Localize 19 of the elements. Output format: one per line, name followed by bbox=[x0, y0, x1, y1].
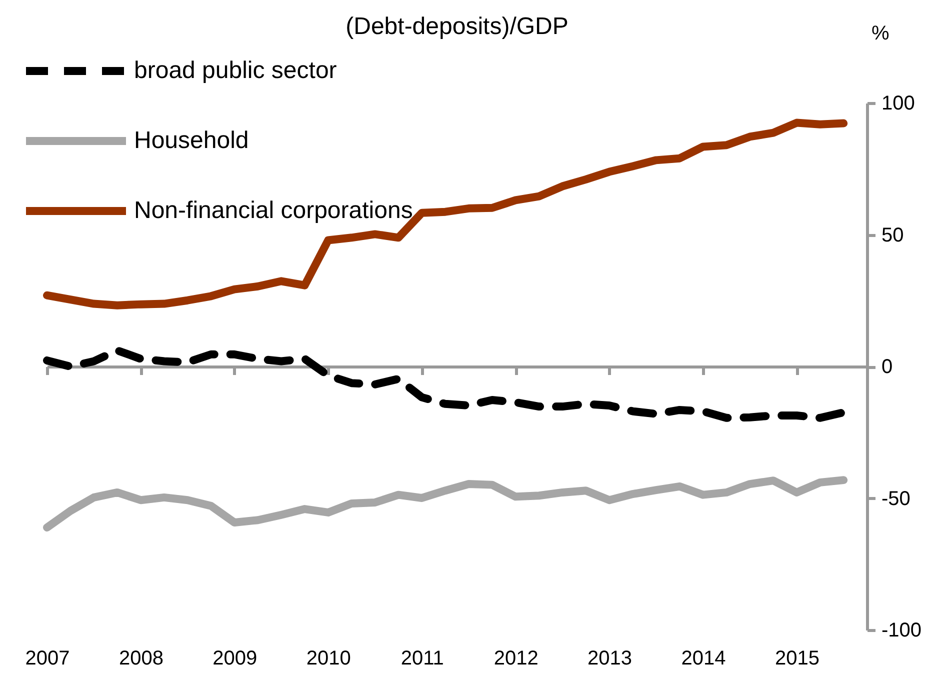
x-tick-label: 2014 bbox=[681, 648, 726, 670]
x-tick-label: 2015 bbox=[774, 648, 820, 670]
y-tick-label: 50 bbox=[882, 224, 904, 246]
legend-label: Non-financial corporations bbox=[134, 197, 413, 224]
x-tick-label: 2011 bbox=[400, 648, 444, 670]
x-tick-label: 2012 bbox=[494, 648, 538, 670]
y-axis-title: % bbox=[872, 22, 890, 44]
x-tick-label: 2010 bbox=[306, 648, 351, 670]
x-tick-label: 2009 bbox=[212, 648, 258, 670]
legend-label: broad public sector bbox=[134, 57, 337, 84]
y-tick-label: -100 bbox=[882, 620, 922, 642]
y-tick-label: 0 bbox=[882, 356, 893, 378]
y-tick-label: 100 bbox=[882, 92, 915, 114]
x-tick-label: 2007 bbox=[25, 648, 70, 670]
x-tick-label: 2013 bbox=[588, 648, 632, 670]
chart-title: (Debt-deposits)/GDP bbox=[346, 13, 568, 40]
x-tick-label: 2008 bbox=[118, 648, 164, 670]
legend-label: Household bbox=[134, 127, 249, 154]
y-tick-label: -50 bbox=[882, 488, 910, 510]
